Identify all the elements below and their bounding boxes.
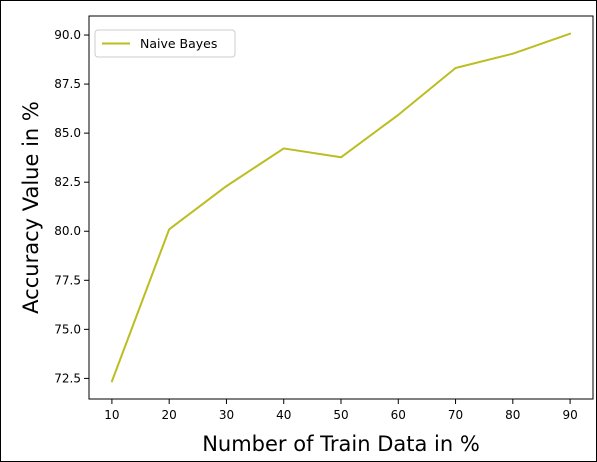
y-tick-label: 87.5	[54, 77, 81, 91]
y-tick-label: 82.5	[54, 175, 81, 189]
x-tick-label: 70	[448, 408, 463, 422]
x-axis-label: Number of Train Data in %	[202, 432, 480, 456]
x-tick-label: 40	[276, 408, 291, 422]
x-tick-label: 80	[505, 408, 520, 422]
x-tick-label: 60	[391, 408, 406, 422]
x-tick-label: 50	[333, 408, 348, 422]
y-tick-label: 72.5	[54, 371, 81, 385]
y-axis-label: Accuracy Value in %	[19, 101, 43, 314]
y-tick-label: 80.0	[54, 224, 81, 238]
y-tick-label: 85.0	[54, 126, 81, 140]
x-tick-label: 10	[104, 408, 119, 422]
x-tick-label: 20	[162, 408, 177, 422]
plot-area	[88, 15, 594, 400]
legend: Naive Bayes	[94, 29, 236, 58]
y-tick-label: 77.5	[54, 273, 81, 287]
x-axis-ticks: 10 20 30 40 50 60 70 80 90	[104, 399, 578, 422]
x-tick-label: 30	[219, 408, 234, 422]
x-tick-label: 90	[562, 408, 577, 422]
legend-label-naive-bayes: Naive Bayes	[140, 36, 217, 51]
y-axis-ticks: 72.5 75.0 77.5 80.0 82.5 85.0 87.5 90.0	[54, 28, 89, 385]
series-line-naive-bayes	[110, 32, 572, 383]
y-tick-label: 90.0	[54, 28, 81, 42]
legend-box	[94, 29, 236, 58]
y-tick-label: 75.0	[54, 322, 81, 336]
